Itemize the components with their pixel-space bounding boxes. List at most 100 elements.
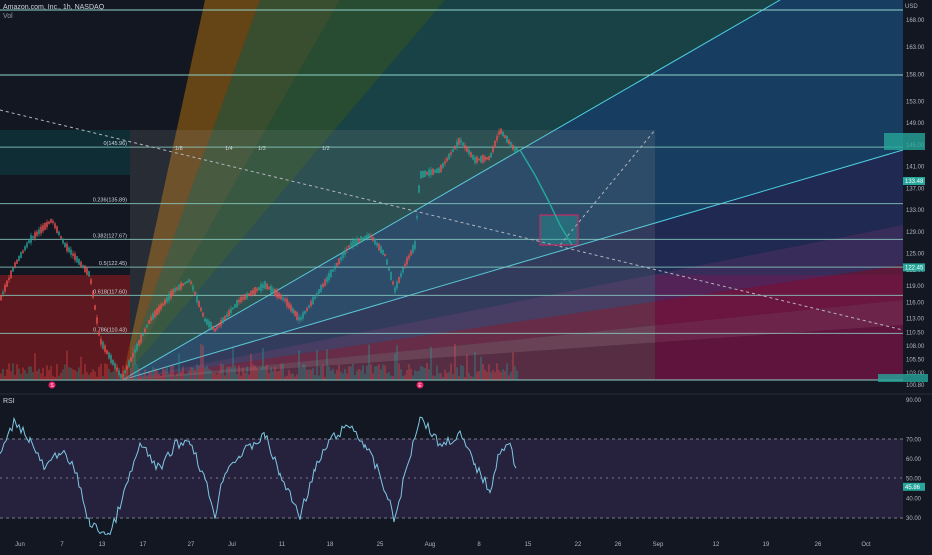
time-tick-label: Aug xyxy=(425,542,436,548)
volume-bar xyxy=(422,366,424,380)
candle-body xyxy=(484,156,486,161)
candle-body xyxy=(408,255,410,259)
price-axis[interactable]: USD168.00163.00158.00153.00149.00145.001… xyxy=(903,0,932,393)
candle-body xyxy=(44,222,46,230)
candle-body xyxy=(406,257,408,265)
price-tick-label: 113.00 xyxy=(906,317,925,323)
rsi-axis[interactable]: 90.00 70.00 60.00 50.00 40.00 30.00 45.86 xyxy=(903,395,932,535)
candle-body xyxy=(192,286,194,290)
volume-bar xyxy=(290,373,292,380)
volume-bar xyxy=(264,366,266,380)
volume-bar xyxy=(58,375,60,380)
candle-body xyxy=(356,238,358,245)
candle-body xyxy=(76,256,78,263)
candle-body xyxy=(410,250,412,256)
volume-bar xyxy=(428,368,430,380)
candle-body xyxy=(242,296,244,300)
volume-bar xyxy=(398,363,400,380)
fib-fan-drawing[interactable] xyxy=(121,0,903,381)
volume-bar xyxy=(200,344,202,380)
candle-body xyxy=(152,313,154,320)
candle-body xyxy=(134,349,136,353)
volume-bar xyxy=(32,371,34,380)
candle-body xyxy=(400,273,402,277)
volume-bar xyxy=(16,364,18,380)
price-tick-label: 163.00 xyxy=(906,45,925,51)
symbol-title[interactable]: Amazon.com, Inc., 1h, NASDAQ xyxy=(3,4,105,11)
chart-header[interactable]: Amazon.com, Inc., 1h, NASDAQ Vol xyxy=(3,3,104,21)
candle-body xyxy=(388,267,390,271)
dashed-trendline[interactable] xyxy=(0,109,903,331)
candle-body xyxy=(92,291,94,298)
candle-body xyxy=(112,359,114,366)
candle-body xyxy=(276,290,278,298)
candle-body xyxy=(446,157,448,162)
volume-bar xyxy=(202,345,204,380)
fib-level-lines xyxy=(0,146,903,334)
volume-bar xyxy=(492,369,494,380)
volume-bar xyxy=(218,372,220,380)
volume-bar xyxy=(366,365,368,380)
candle-body xyxy=(10,270,12,279)
candle-body xyxy=(160,304,162,310)
fan-line xyxy=(121,0,781,381)
time-axis[interactable]: Jun 7 13 17 27 Jul 11 18 25 Aug 8 15 22 26 Sep 12 19 26 Oc… xyxy=(15,542,871,548)
volume-bar xyxy=(304,364,306,380)
candle-body xyxy=(398,277,400,283)
projection-path[interactable] xyxy=(519,149,573,246)
price-tick-label: 125.00 xyxy=(906,252,925,258)
volume-bar xyxy=(294,376,296,380)
volume-indicator-label[interactable]: Vol xyxy=(3,13,13,20)
volume-bar xyxy=(132,347,134,380)
event-marker-icon[interactable] xyxy=(416,381,424,389)
candle-body xyxy=(450,152,452,155)
price-tick-label: 168.00 xyxy=(906,18,925,24)
volume-bar xyxy=(320,365,322,380)
volume-bar xyxy=(106,364,108,380)
candle-body xyxy=(64,242,66,248)
dashed-trendline[interactable] xyxy=(559,129,656,246)
volume-bar xyxy=(406,370,408,380)
volume-bar xyxy=(242,367,244,380)
candle-body xyxy=(480,155,482,163)
candle-body xyxy=(124,370,126,373)
candle-body xyxy=(182,283,184,287)
fib-retracement-box[interactable] xyxy=(130,130,655,380)
volume-bar xyxy=(96,376,98,380)
volume-bar xyxy=(402,375,404,380)
event-marker-icon[interactable] xyxy=(48,381,56,389)
volume-bar xyxy=(246,366,248,380)
volume-bar xyxy=(270,367,272,380)
candle-body xyxy=(0,294,2,301)
volume-bar xyxy=(470,376,472,380)
rsi-pane-title[interactable]: RSI xyxy=(3,398,15,405)
candle-body xyxy=(378,243,380,251)
candle-body xyxy=(250,290,252,297)
candle-body xyxy=(318,289,320,294)
volume-bar xyxy=(418,370,420,380)
candle-body xyxy=(58,231,60,236)
candle-body xyxy=(372,237,374,241)
volume-bar xyxy=(516,370,518,380)
candle-body xyxy=(232,307,234,310)
volume-bar xyxy=(350,366,352,380)
volume-bar xyxy=(280,363,282,380)
volume-bar xyxy=(390,375,392,380)
candle-body xyxy=(28,240,30,244)
volume-bar xyxy=(150,370,152,380)
volume-bar xyxy=(342,373,344,380)
volume-bar xyxy=(338,364,340,380)
candle-body xyxy=(492,147,494,153)
volume-bar xyxy=(510,371,512,380)
volume-bar xyxy=(82,374,84,380)
volume-bar xyxy=(334,373,336,380)
volume-bar xyxy=(68,367,70,380)
price-axis-background xyxy=(903,0,932,393)
volume-bar xyxy=(388,372,390,380)
projection-box[interactable] xyxy=(539,214,579,246)
time-tick-label: Jul xyxy=(228,542,236,548)
candle-body xyxy=(24,246,26,251)
